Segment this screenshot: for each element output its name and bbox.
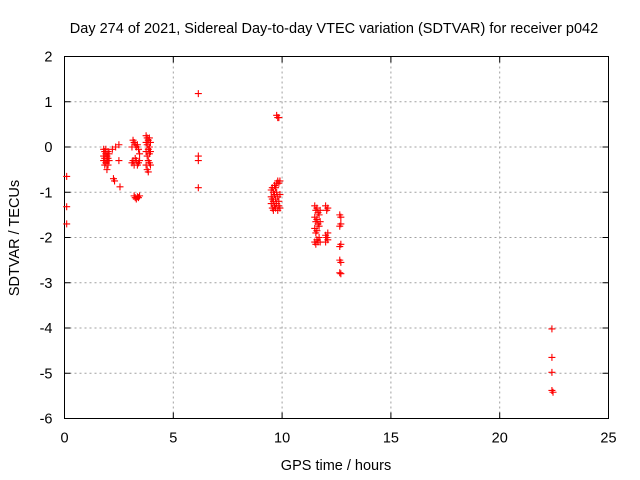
data-point bbox=[136, 150, 144, 158]
data-point bbox=[276, 191, 284, 199]
y-tick-label: -1 bbox=[40, 185, 53, 201]
data-point bbox=[337, 258, 345, 266]
data-point bbox=[63, 220, 71, 228]
data-point bbox=[549, 388, 557, 396]
data-point bbox=[315, 234, 323, 241]
data-point bbox=[337, 270, 345, 278]
data-point bbox=[136, 192, 144, 200]
data-point bbox=[276, 177, 284, 185]
data-point bbox=[133, 141, 141, 149]
y-tick-label: 2 bbox=[44, 50, 52, 66]
data-point bbox=[134, 145, 142, 153]
y-tick-label: -2 bbox=[40, 231, 53, 247]
data-point bbox=[146, 148, 154, 156]
data-point bbox=[194, 184, 202, 192]
data-point bbox=[146, 161, 154, 169]
x-tick-label: 0 bbox=[60, 431, 68, 447]
data-point bbox=[105, 150, 113, 158]
data-point bbox=[337, 240, 345, 248]
data-point bbox=[115, 141, 123, 149]
x-tick-label: 5 bbox=[169, 431, 177, 447]
data-point bbox=[136, 157, 144, 165]
data-point bbox=[105, 157, 113, 165]
data-point bbox=[316, 206, 324, 214]
data-point bbox=[115, 157, 123, 165]
data-point bbox=[337, 220, 345, 228]
plot-frame bbox=[64, 56, 609, 419]
data-point bbox=[315, 211, 323, 219]
x-tick-label: 25 bbox=[600, 431, 616, 447]
data-points bbox=[63, 90, 557, 396]
x-axis-label: GPS time / hours bbox=[281, 458, 391, 474]
data-point bbox=[548, 325, 556, 333]
y-tick-label: -3 bbox=[40, 276, 53, 292]
data-point bbox=[144, 168, 152, 176]
data-point bbox=[548, 386, 556, 394]
data-point bbox=[324, 236, 332, 244]
x-tick-label: 15 bbox=[383, 431, 399, 447]
data-point bbox=[63, 203, 71, 211]
data-point bbox=[103, 166, 111, 174]
y-tick-label: 1 bbox=[44, 95, 52, 111]
data-point bbox=[145, 143, 153, 151]
data-point bbox=[194, 157, 202, 165]
y-axis-label: SDTVAR / TECUs bbox=[7, 180, 23, 296]
data-point bbox=[313, 227, 321, 235]
data-point bbox=[116, 183, 124, 191]
y-tick-label: -5 bbox=[40, 366, 53, 382]
data-point bbox=[324, 204, 332, 212]
y-tick-label: 0 bbox=[44, 140, 52, 156]
x-tick-label: 20 bbox=[492, 431, 508, 447]
x-tick-labels: 0 5 10 15 20 25 bbox=[60, 431, 616, 447]
y-tick-label: -4 bbox=[40, 321, 53, 337]
data-point bbox=[337, 213, 345, 221]
data-point bbox=[275, 114, 283, 122]
data-point bbox=[276, 204, 284, 212]
chart-title: Day 274 of 2021, Sidereal Day-to-day VTE… bbox=[70, 21, 598, 37]
data-point bbox=[145, 134, 153, 142]
data-point bbox=[315, 222, 323, 230]
data-point bbox=[272, 184, 280, 192]
y-tick-label: -6 bbox=[40, 412, 53, 428]
y-tick-labels: -6 -5 -4 -3 -2 -1 0 1 2 bbox=[40, 50, 53, 428]
data-point bbox=[316, 218, 324, 226]
data-point bbox=[324, 229, 332, 237]
data-point bbox=[548, 353, 556, 361]
grid-lines bbox=[64, 56, 609, 419]
data-point bbox=[146, 138, 154, 146]
data-point bbox=[111, 177, 119, 185]
data-point bbox=[336, 269, 344, 277]
x-tick-label: 10 bbox=[274, 431, 290, 447]
data-point bbox=[548, 368, 556, 376]
data-point bbox=[194, 90, 202, 98]
data-point bbox=[104, 161, 112, 169]
data-point bbox=[63, 172, 71, 180]
